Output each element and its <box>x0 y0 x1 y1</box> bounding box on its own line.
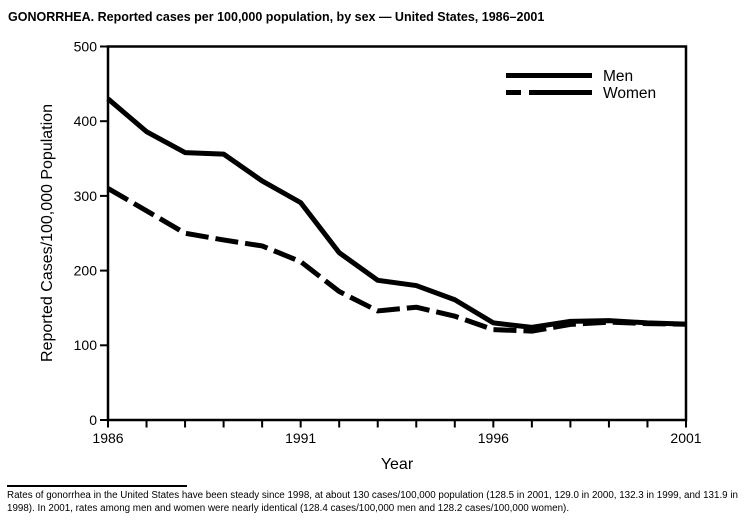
plot-frame <box>106 45 688 422</box>
y-axis-title: Reported Cases/100,000 Population <box>39 104 56 362</box>
x-tick-label: 2001 <box>670 430 701 446</box>
y-tick-label: 500 <box>74 38 98 54</box>
x-tick-label: 1996 <box>478 430 509 446</box>
y-tick-label: 100 <box>74 337 98 353</box>
legend-women-label: Women <box>603 85 656 102</box>
y-tick-label: 0 <box>89 412 97 428</box>
series-line-women <box>106 186 687 334</box>
x-tick-label: 1986 <box>92 430 123 446</box>
x-tick-label: 1991 <box>285 430 316 446</box>
x-axis-title: Year <box>381 456 414 473</box>
chart-title: GONORRHEA. Reported cases per 100,000 po… <box>8 10 545 24</box>
footnote-rule <box>7 485 187 487</box>
line-chart: 0 100 200 300 400 500 1986 1991 1996 2001 Year Re… <box>39 38 702 473</box>
y-tick-label: 400 <box>74 113 98 129</box>
legend: Men Women <box>506 68 656 102</box>
y-tick-label: 300 <box>74 188 98 204</box>
series-line-men <box>106 96 687 330</box>
plot-area: 0 100 200 300 400 500 1986 1991 1996 2001 <box>74 38 702 446</box>
y-tick-label: 200 <box>74 263 98 279</box>
footnote-text: Rates of gonorrhea in the United States … <box>7 490 738 514</box>
legend-men-label: Men <box>603 68 633 85</box>
